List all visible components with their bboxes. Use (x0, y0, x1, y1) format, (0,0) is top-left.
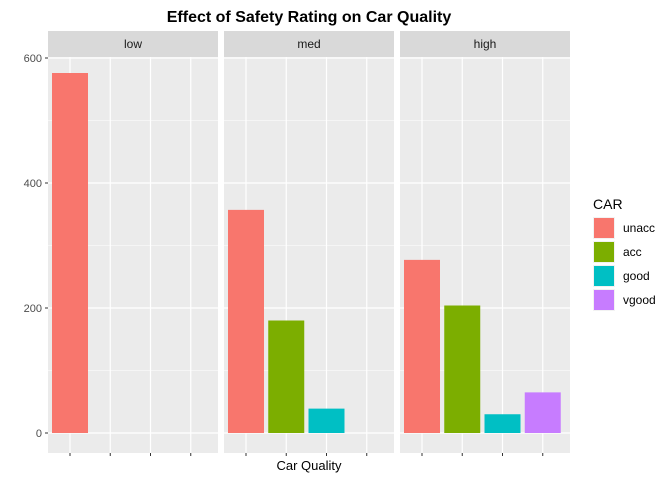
legend-item-acc: acc (593, 241, 642, 263)
facet-strip-high (400, 31, 570, 57)
legend-item-good: good (593, 265, 650, 287)
y-tick-label: 600 (24, 53, 42, 65)
chart-title: Effect of Safety Rating on Car Quality (167, 9, 452, 26)
legend-swatch-acc (594, 242, 614, 262)
facet-strip-low (48, 31, 218, 57)
facet-panels: low med high (48, 31, 570, 456)
bar-med-good (308, 408, 345, 433)
legend-label: acc (623, 245, 642, 259)
y-tick-label: 0 (36, 428, 42, 440)
facet-strip-label: med (297, 37, 320, 51)
legend-label: good (623, 269, 650, 283)
facet-panel-low: low (48, 31, 218, 456)
bar-med-acc (268, 320, 305, 433)
legend-item-unacc: unacc (593, 217, 655, 239)
legend-swatch-unacc (594, 218, 614, 238)
facet-panel-high: high (400, 31, 570, 456)
facet-strip-med (224, 31, 394, 57)
facet-strip-label: low (124, 37, 142, 51)
bar-high-good (484, 414, 521, 433)
legend-swatch-vgood (594, 290, 614, 310)
y-axis: 0 200 400 600 (24, 53, 48, 440)
bar-high-acc (444, 305, 481, 433)
bar-med-unacc (228, 209, 264, 433)
legend-label: unacc (623, 221, 655, 235)
bar-high-vgood (524, 392, 561, 433)
y-tick-label: 200 (24, 303, 42, 315)
facet-strip-label: high (474, 37, 497, 51)
x-axis-title: Car Quality (276, 458, 342, 473)
legend: CAR unacc acc good vgood (593, 196, 656, 311)
bar-low-unacc (52, 73, 88, 433)
bar-high-unacc (404, 259, 440, 433)
legend-label: vgood (623, 293, 656, 307)
legend-swatch-good (594, 266, 614, 286)
legend-title: CAR (593, 196, 623, 212)
facet-panel-med: med (224, 31, 394, 456)
y-tick-label: 400 (24, 178, 42, 190)
legend-item-vgood: vgood (593, 289, 656, 311)
